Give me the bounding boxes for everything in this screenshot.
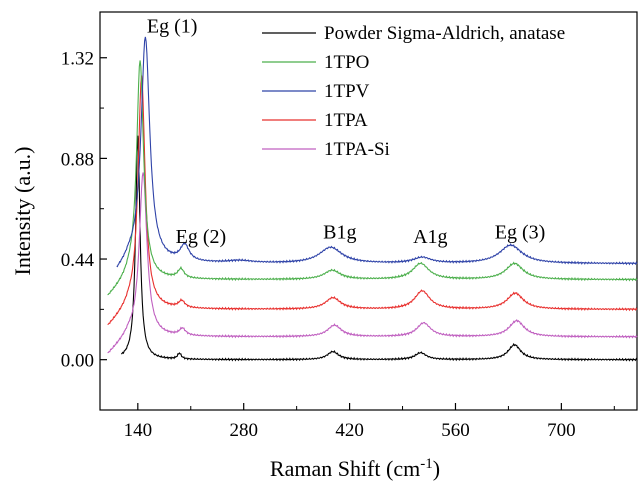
legend: Powder Sigma-Aldrich, anatase 1TPO 1TPV 1TP…: [262, 23, 565, 160]
legend-entry: 1TPA-Si: [324, 139, 390, 160]
x-tick-label: 140: [124, 420, 153, 441]
peak-annotation: B1g: [323, 221, 356, 243]
peak-annotation: Eg (2): [176, 226, 227, 248]
plot-frame: [99, 11, 638, 411]
y-tick-label: 0.00: [61, 351, 94, 372]
peak-annotation: A1g: [413, 226, 447, 248]
y-tick-label: 0.88: [61, 149, 94, 170]
legend-entry: 1TPA: [324, 110, 368, 131]
legend-entry: 1TPV: [324, 81, 370, 102]
series-line-powder-sigma-aldrich-anatase: [120, 135, 638, 362]
x-axis-title: Raman Shift (cm-1): [270, 456, 440, 481]
series-line-1tpa-si: [107, 172, 638, 354]
series-line-1tpa: [107, 75, 638, 326]
x-tick-label: 560: [441, 420, 470, 441]
legend-entry: 1TPO: [324, 52, 369, 73]
ticks-layer: 140 280 420 560 700 0.00 0.44 0.88 1.32: [61, 49, 615, 441]
x-tick-label: 280: [229, 420, 258, 441]
y-tick-label: 0.44: [61, 250, 95, 271]
x-axis-title-close: ): [433, 456, 440, 481]
annotation-layer: Eg (1) Eg (2) B1g A1g Eg (3): [147, 16, 545, 248]
y-axis-title: Intensity (a.u.): [10, 147, 35, 276]
x-tick-label: 420: [335, 420, 364, 441]
series-line-1tpv: [116, 36, 638, 268]
x-axis-title-superscript: -1: [420, 456, 433, 472]
legend-entry: Powder Sigma-Aldrich, anatase: [324, 23, 565, 44]
series-line-1tpo: [107, 60, 638, 296]
x-tick-label: 700: [547, 420, 576, 441]
peak-annotation: Eg (1): [147, 16, 198, 38]
x-axis-title-main: Raman Shift (cm: [270, 456, 420, 481]
peak-annotation: Eg (3): [495, 221, 546, 243]
y-tick-label: 1.32: [61, 49, 94, 70]
series-layer: [107, 36, 638, 362]
